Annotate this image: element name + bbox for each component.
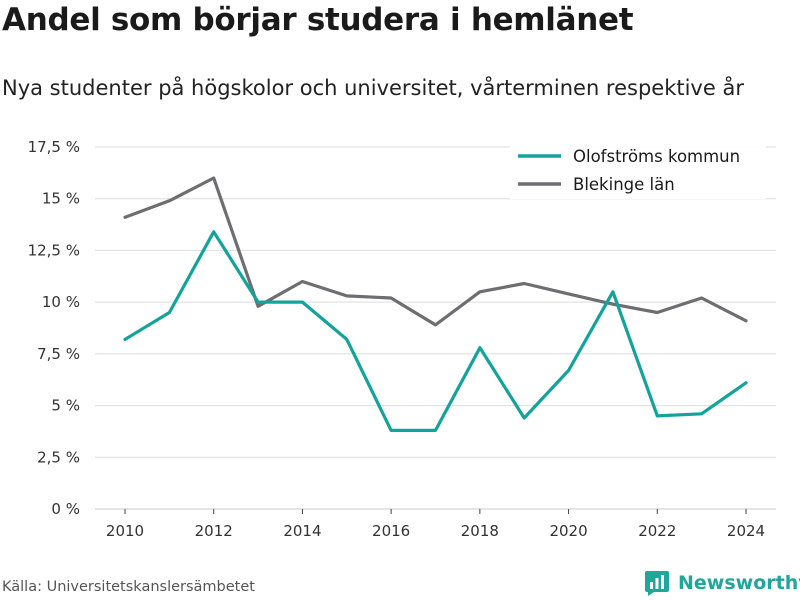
legend-label: Blekinge län: [573, 175, 675, 194]
series-lines: [123, 176, 748, 432]
chart-subtitle: Nya studenter på högskolor och universit…: [2, 76, 744, 100]
y-tick-label: 12,5 %: [28, 241, 80, 259]
x-tick-label: 2020: [549, 522, 587, 540]
y-tick-label: 5 %: [51, 397, 80, 415]
newsworthy-logo-icon: [645, 571, 669, 596]
y-axis: 0 % 2,5 % 5 % 7,5 % 10 % 12,5 % 15 % 17,5 %: [28, 138, 80, 518]
x-tick-label: 2018: [461, 522, 499, 540]
y-tick-label: 0 %: [51, 500, 80, 518]
grid-lines: [95, 146, 776, 510]
legend-label: Olofströms kommun: [573, 147, 740, 166]
line-chart: 0 % 2,5 % 5 % 7,5 % 10 % 12,5 % 15 % 17,5 % 201…: [28, 137, 776, 540]
legend: Olofströms kommun Blekinge län: [510, 137, 766, 199]
x-tick-label: 2012: [195, 522, 233, 540]
x-tick-label: 2016: [372, 522, 410, 540]
x-tick-label: 2010: [106, 522, 144, 540]
y-tick-label: 2,5 %: [37, 448, 80, 466]
x-tick-label: 2022: [638, 522, 676, 540]
chart-title: Andel som börjar studera i hemlänet: [2, 2, 634, 38]
y-tick-label: 17,5 %: [28, 138, 80, 156]
series-line: [123, 230, 748, 432]
series-line: [123, 176, 748, 327]
x-tick-label: 2024: [727, 522, 765, 540]
x-axis: 2010 2012 2014 2016 2018 2020 2022 2024: [106, 509, 765, 540]
brand-name: Newsworthy: [678, 572, 800, 594]
x-tick-label: 2014: [283, 522, 321, 540]
y-tick-label: 7,5 %: [37, 345, 80, 363]
y-tick-label: 15 %: [42, 190, 80, 208]
legend-background: [510, 137, 766, 199]
brand-logo[interactable]: Newsworthy: [644, 569, 800, 597]
y-tick-label: 10 %: [42, 293, 80, 311]
source-note: Källa: Universitetskanslersämbetet: [2, 579, 255, 595]
